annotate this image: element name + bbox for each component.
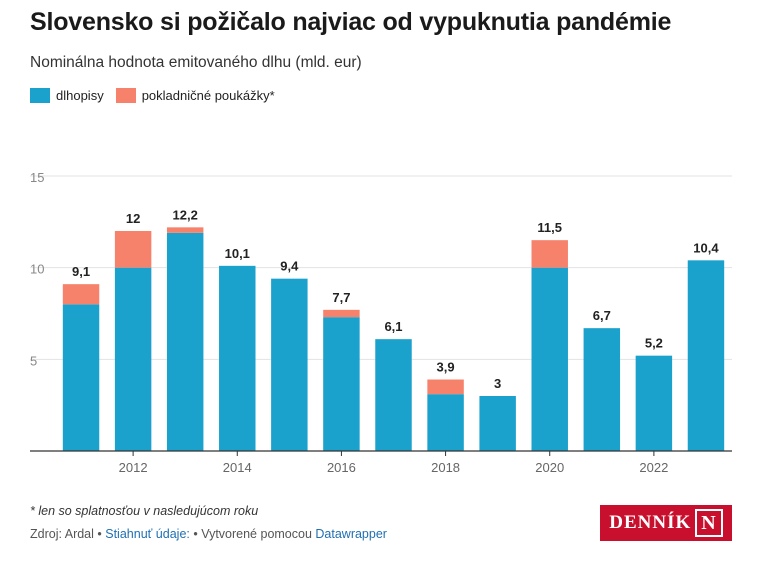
bar-dlhopisy-2023	[687, 260, 725, 451]
bar-dlhopisy-2015	[271, 278, 308, 451]
datawrapper-link[interactable]: Datawrapper	[315, 527, 387, 541]
bar-total-label-2018: 3,9	[437, 360, 455, 375]
dennik-n-logo[interactable]: DENNÍK N	[600, 505, 732, 541]
x-tick-label-2012: 2012	[119, 460, 148, 475]
y-tick-label-15: 15	[30, 170, 44, 185]
bar-total-label-2014: 10,1	[225, 246, 250, 261]
legend-label-poukazky: pokladničné poukážky*	[141, 88, 275, 103]
bar-dlhopisy-2019	[479, 396, 516, 451]
source-line: Zdroj: Ardal • Stiahnuť údaje: • Vytvore…	[30, 527, 387, 541]
bar-poukazky-2016	[323, 309, 360, 318]
bar-dlhopisy-2011	[62, 304, 100, 451]
bar-total-label-2023: 10,4	[693, 240, 719, 255]
bar-total-label-2017: 6,1	[384, 319, 402, 334]
y-tick-label-10: 10	[30, 262, 44, 277]
bar-total-label-2020: 11,5	[537, 220, 562, 235]
bar-total-label-2015: 9,4	[280, 259, 299, 274]
created-with-text: • Vytvorené pomocou	[189, 527, 316, 541]
bar-total-label-2011: 9,1	[72, 264, 90, 279]
bar-poukazky-2012	[114, 231, 152, 268]
legend-item-dlhopisy: dlhopisy	[30, 88, 104, 103]
x-tick-label-2022: 2022	[639, 460, 668, 475]
bar-dlhopisy-2012	[114, 267, 152, 451]
logo-word: DENNÍK	[609, 512, 692, 533]
download-data-link[interactable]: Stiahnuť údaje:	[105, 527, 190, 541]
logo-letter: N	[695, 509, 723, 537]
bar-total-label-2019: 3	[494, 376, 501, 391]
x-tick-label-2018: 2018	[431, 460, 460, 475]
bar-poukazky-2011	[62, 284, 100, 305]
legend-item-poukazky: pokladničné poukážky*	[115, 88, 275, 103]
y-tick-label-5: 5	[30, 353, 37, 368]
footnote: * len so splatnosťou v nasledujúcom roku	[30, 504, 259, 518]
bar-dlhopisy-2018	[427, 394, 464, 451]
bar-dlhopisy-2013	[166, 232, 204, 451]
legend: dlhopisy pokladničné poukážky*	[30, 88, 287, 103]
bar-total-label-2016: 7,7	[332, 290, 350, 305]
legend-swatch-poukazky	[115, 88, 136, 103]
bar-poukazky-2013	[166, 227, 204, 233]
bar-dlhopisy-2020	[531, 267, 568, 451]
x-tick-label-2020: 2020	[535, 460, 564, 475]
x-tick-label-2016: 2016	[327, 460, 356, 475]
chart-title: Slovensko si požičalo najviac od vypuknu…	[30, 8, 672, 36]
bar-dlhopisy-2014	[219, 265, 256, 451]
bar-dlhopisy-2021	[583, 328, 621, 451]
chart-subtitle: Nominálna hodnota emitovaného dlhu (mld.…	[30, 54, 362, 71]
legend-swatch-dlhopisy	[30, 88, 50, 103]
bar-total-label-2012: 12	[126, 211, 140, 226]
source-text: Zdroj: Ardal •	[30, 527, 106, 541]
x-tick-label-2014: 2014	[223, 460, 252, 475]
bar-dlhopisy-2017	[375, 339, 412, 451]
bar-total-label-2021: 6,7	[593, 308, 611, 323]
bar-total-label-2022: 5,2	[645, 336, 663, 351]
bar-dlhopisy-2022	[635, 355, 673, 451]
bar-total-label-2013: 12,2	[173, 207, 198, 222]
bar-chart: 5 10 15 9,1 12 12,2 10,1 9,4 7,7 6,1 3,9 3 11,5 6,7 5,…	[30, 170, 732, 475]
bar-dlhopisy-2016	[323, 317, 360, 451]
bar-poukazky-2020	[531, 240, 568, 268]
bar-poukazky-2018	[427, 379, 464, 395]
legend-label-dlhopisy: dlhopisy	[56, 88, 104, 103]
